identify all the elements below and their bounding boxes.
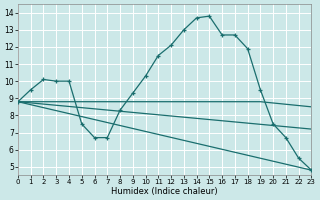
X-axis label: Humidex (Indice chaleur): Humidex (Indice chaleur) bbox=[111, 187, 218, 196]
